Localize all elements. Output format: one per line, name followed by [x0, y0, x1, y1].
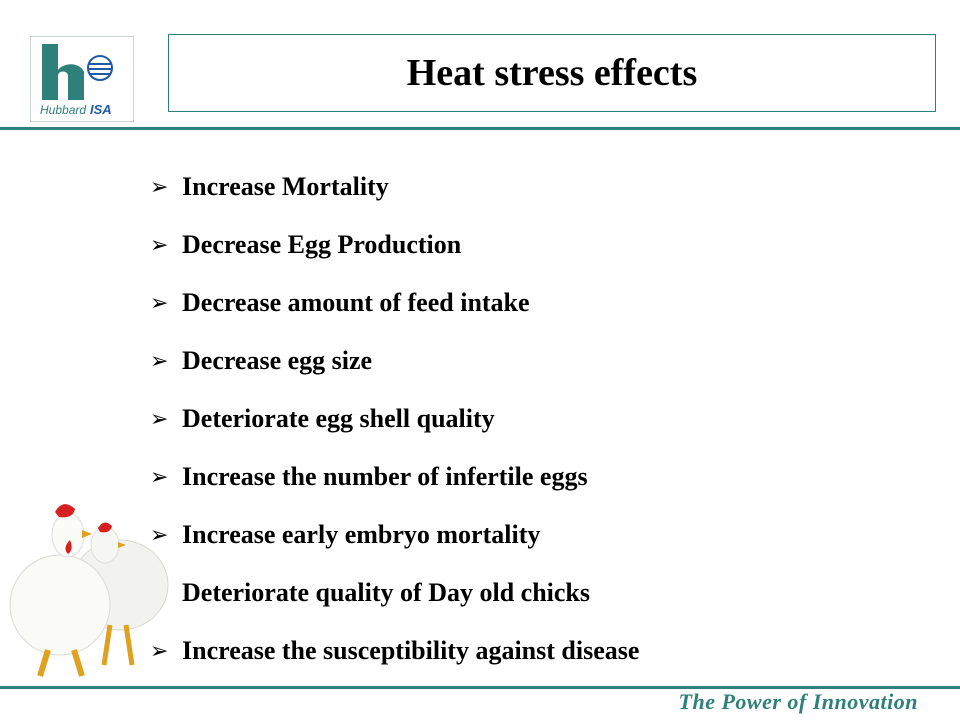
list-item: ➢ Decrease egg size: [150, 332, 639, 390]
list-item: ➢ Decrease amount of feed intake: [150, 274, 639, 332]
arrowhead-bullet-icon: ➢: [150, 232, 169, 258]
list-item: ➢ Deteriorate egg shell quality: [150, 390, 639, 448]
arrowhead-bullet-icon: ➢: [150, 464, 169, 490]
list-item: ➢Deteriorate quality of Day old chicks: [150, 564, 639, 622]
list-item: ➢ Increase the susceptibility against dis…: [150, 622, 639, 680]
bullet-text: Increase the number of infertile eggs: [182, 462, 588, 491]
list-item: ➢ Increase Mortality: [150, 158, 639, 216]
bullet-text: Increase Mortality: [182, 172, 389, 201]
title-box: Heat stress effects: [168, 34, 936, 112]
bullet-list: ➢ Increase Mortality ➢ Decrease Egg Produc…: [150, 158, 639, 680]
bullet-text: Deteriorate quality of Day old chicks: [182, 578, 591, 607]
bottom-divider: [0, 686, 960, 689]
footer-tagline: The Power of Innovation: [678, 689, 918, 714]
arrowhead-bullet-icon: ➢: [150, 174, 169, 200]
arrowhead-bullet-icon: ➢: [150, 348, 169, 374]
bullet-text: Decrease amount of feed intake: [182, 288, 530, 317]
arrowhead-bullet-icon: ➢: [150, 522, 169, 548]
logo-text: Hubbard: [40, 103, 86, 117]
list-item: ➢ Increase the number of infertile eggs: [150, 448, 639, 506]
top-divider: [0, 127, 960, 130]
bullet-text: Increase the susceptibility against dise…: [182, 636, 640, 665]
arrowhead-bullet-icon: ➢: [150, 638, 169, 664]
arrowhead-bullet-icon: ➢: [150, 290, 169, 316]
bullet-text: Decrease egg size: [182, 346, 373, 375]
list-item: ➢ Decrease Egg Production: [150, 216, 639, 274]
slide-title: Heat stress effects: [406, 52, 698, 94]
logo-suffix: ISA: [90, 102, 112, 117]
bullet-text: Increase early embryo mortality: [182, 520, 541, 549]
bullet-text: Decrease Egg Production: [182, 230, 462, 259]
chickens-image: [0, 490, 180, 680]
list-item: ➢ Increase early embryo mortality: [150, 506, 639, 564]
arrowhead-bullet-icon: ➢: [150, 406, 169, 432]
bullet-text: Deteriorate egg shell quality: [182, 404, 495, 433]
hubbard-isa-logo: Hubbard ISA: [29, 35, 135, 123]
